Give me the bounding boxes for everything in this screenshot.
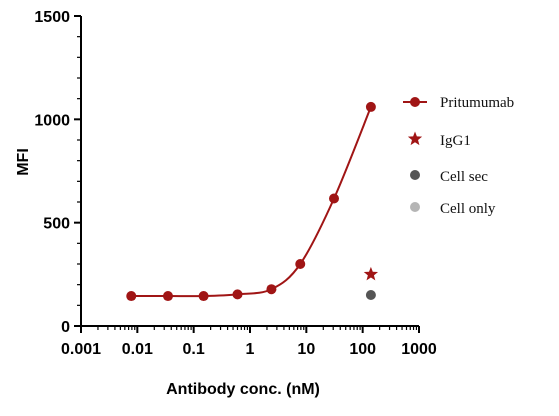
y-axis-title: MFI <box>15 148 32 176</box>
x-axis-ticks <box>80 326 420 333</box>
legend-label-igg1: IgG1 <box>440 133 471 149</box>
legend-marker-igg1 <box>407 131 423 146</box>
legend: Pritumumab IgG1 Cell sec Cell only <box>403 95 514 217</box>
legend-item-pritumumab: Pritumumab <box>403 95 514 111</box>
y-tick-label: 0 <box>61 319 70 336</box>
legend-label-pritumumab: Pritumumab <box>440 95 514 111</box>
data-point-pritumumab <box>295 259 306 269</box>
data-point-cell-sec <box>365 290 376 300</box>
x-tick-label: 1000 <box>401 341 437 358</box>
y-tick-label: 500 <box>43 216 70 233</box>
legend-item-cell-sec: Cell sec <box>410 169 488 185</box>
series-layer <box>126 101 379 302</box>
x-tick-label: 10 <box>297 341 315 358</box>
legend-item-igg1: IgG1 <box>407 131 471 149</box>
x-tick-label: 1 <box>246 341 255 358</box>
x-tick-label: 0.001 <box>61 341 101 358</box>
data-point-pritumumab <box>329 193 340 204</box>
data-point-igg1 <box>363 266 379 281</box>
legend-marker-cell-sec <box>410 170 420 180</box>
x-axis-title: Antibody conc. (nM) <box>166 381 320 398</box>
legend-label-cell-only: Cell only <box>440 201 496 217</box>
y-tick-label: 1000 <box>34 112 70 129</box>
data-point-pritumumab <box>126 291 137 302</box>
data-point-pritumumab <box>232 289 243 300</box>
y-tick-labels: 0 500 1000 1500 <box>34 9 70 336</box>
axes <box>80 16 419 327</box>
x-tick-label: 0.01 <box>122 341 153 358</box>
legend-marker-cell-only <box>410 202 420 212</box>
data-point-pritumumab <box>198 291 209 302</box>
legend-marker-pritumumab <box>410 97 420 107</box>
x-tick-label: 100 <box>349 341 376 358</box>
data-point-pritumumab <box>365 101 376 112</box>
y-tick-label: 1500 <box>34 9 70 26</box>
y-axis-ticks <box>74 15 81 327</box>
data-point-pritumumab <box>266 284 277 295</box>
x-tick-labels: 0.001 0.01 0.1 1 10 100 1000 <box>61 341 437 358</box>
data-point-pritumumab <box>162 291 173 302</box>
x-tick-label: 0.1 <box>183 341 205 358</box>
legend-label-cell-sec: Cell sec <box>440 169 488 185</box>
legend-item-cell-only: Cell only <box>410 201 496 217</box>
